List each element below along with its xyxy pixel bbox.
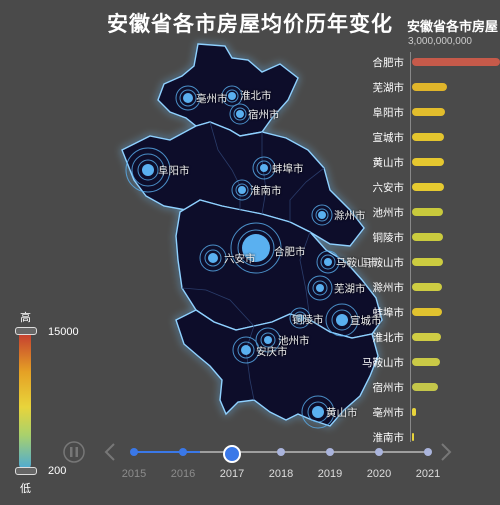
ranking-bar[interactable] xyxy=(412,408,416,416)
ranking-bar[interactable] xyxy=(412,133,444,141)
map-label-bozhou: 亳州市 xyxy=(196,93,228,105)
ranking-bar[interactable] xyxy=(412,108,446,116)
ranking-row[interactable]: 蚌埠市 xyxy=(300,305,500,319)
ranking-row[interactable]: 六安市 xyxy=(300,180,500,194)
timeline-year-label[interactable]: 2020 xyxy=(366,468,392,480)
ranking-row[interactable]: 池州市 xyxy=(300,205,500,219)
timeline-year-label[interactable]: 2021 xyxy=(415,468,441,480)
ranking-bar[interactable] xyxy=(412,208,443,216)
ranking-label: 六安市 xyxy=(372,182,405,194)
prev-arrow-icon[interactable] xyxy=(104,443,115,461)
ranking-label: 淮北市 xyxy=(372,332,405,344)
timeline-dot[interactable] xyxy=(424,448,432,456)
visual-map-gradient-bar[interactable] xyxy=(19,330,31,470)
ranking-bar[interactable] xyxy=(412,333,442,341)
ranking-label: 阜阳市 xyxy=(372,107,405,119)
ranking-bar[interactable] xyxy=(412,433,414,441)
map-label-maanshan: 马鞍山市 xyxy=(336,257,378,269)
visual-map-bottom-handle[interactable] xyxy=(15,467,37,475)
ranking-row[interactable]: 马鞍山市 xyxy=(300,355,500,369)
map-label-wuhu: 芜湖市 xyxy=(334,283,366,295)
ranking-bar[interactable] xyxy=(412,233,443,241)
ranking-row[interactable]: 亳州市 xyxy=(300,405,500,419)
timeline-dot[interactable] xyxy=(130,448,138,456)
timeline-dot[interactable] xyxy=(277,448,285,456)
map-label-bengbu: 蚌埠市 xyxy=(272,163,304,175)
map-label-luan: 六安市 xyxy=(224,253,256,265)
timeline-dot[interactable] xyxy=(375,448,383,456)
ranking-bar[interactable] xyxy=(412,383,439,391)
ranking-label: 宿州市 xyxy=(372,382,405,394)
ranking-label: 芜湖市 xyxy=(372,82,405,94)
ranking-row[interactable]: 宣城市 xyxy=(300,130,500,144)
ranking-label: 铜陵市 xyxy=(372,232,405,244)
timeline-year-label[interactable]: 2019 xyxy=(317,468,343,480)
map-label-tongling: 铜陵市 xyxy=(292,314,324,326)
ranking-label: 马鞍山市 xyxy=(362,357,404,369)
ranking-bar[interactable] xyxy=(412,308,442,316)
ranking-bar[interactable] xyxy=(412,258,443,266)
ranking-row[interactable]: 马鞍山市 xyxy=(300,255,500,269)
ranking-row[interactable]: 合肥市 xyxy=(300,55,500,69)
visual-map-high-label: 高 xyxy=(20,312,31,324)
map-label-fuyang: 阜阳市 xyxy=(158,165,190,177)
ranking-axis-line xyxy=(410,52,411,442)
timeline-year-label[interactable]: 2015 xyxy=(121,468,147,480)
ranking-axis-tick: 3,000,000,000 xyxy=(408,36,472,47)
ranking-row[interactable]: 黄山市 xyxy=(300,155,500,169)
visual-map-max-value: 15000 xyxy=(48,326,79,338)
timeline-year-label[interactable]: 2017 xyxy=(219,468,245,480)
ranking-bar[interactable] xyxy=(412,83,448,91)
ranking-label: 池州市 xyxy=(372,207,405,219)
ranking-label: 合肥市 xyxy=(372,57,405,69)
ranking-row[interactable]: 滁州市 xyxy=(300,280,500,294)
ranking-row[interactable]: 淮北市 xyxy=(300,330,500,344)
map-label-huainan: 淮南市 xyxy=(250,185,282,197)
map-label-suzhou: 宿州市 xyxy=(248,109,280,121)
ranking-label: 淮南市 xyxy=(372,432,405,444)
ranking-bar[interactable] xyxy=(412,183,444,191)
ranking-bar[interactable] xyxy=(412,283,442,291)
visual-map-min-value: 200 xyxy=(48,465,67,477)
ranking-title: 安徽省各市房屋 xyxy=(406,19,498,34)
chart-title: 安徽省各市房屋均价历年变化 xyxy=(107,13,393,36)
map-label-chizhou: 池州市 xyxy=(278,335,310,347)
map-label-xuancheng: 宣城市 xyxy=(350,315,382,327)
ranking-label: 滁州市 xyxy=(372,282,405,294)
timeline-dot[interactable] xyxy=(179,448,187,456)
ranking-bar[interactable] xyxy=(412,158,444,166)
timeline-year-label[interactable]: 2016 xyxy=(170,468,196,480)
ranking-label: 亳州市 xyxy=(372,407,405,419)
ranking-label: 黄山市 xyxy=(372,157,405,169)
timeline-dot[interactable] xyxy=(223,445,241,463)
ranking-row[interactable]: 阜阳市 xyxy=(300,105,500,119)
ranking-row[interactable]: 宿州市 xyxy=(300,380,500,394)
map-label-huaibei: 淮北市 xyxy=(240,90,272,102)
city-markers xyxy=(125,85,359,429)
ranking-bar[interactable] xyxy=(412,58,500,66)
play-button[interactable] xyxy=(63,441,85,463)
ranking-label: 宣城市 xyxy=(372,132,405,144)
ranking-row[interactable]: 芜湖市 xyxy=(300,80,500,94)
timeline[interactable]: 2015 2016 2017 2018 2019 2020 2021 xyxy=(0,436,500,486)
region-south[interactable] xyxy=(175,309,379,427)
map-label-hefei: 合肥市 xyxy=(274,246,306,258)
timeline-year-label[interactable]: 2018 xyxy=(268,468,294,480)
ranking-row[interactable]: 铜陵市 xyxy=(300,230,500,244)
next-arrow-icon[interactable] xyxy=(441,443,452,461)
ranking-label: 马鞍山市 xyxy=(362,257,404,269)
ranking-bar[interactable] xyxy=(412,358,441,366)
ranking-row[interactable]: 淮南市 xyxy=(300,430,500,444)
visual-map-low-label: 低 xyxy=(20,483,31,495)
map-label-anqing: 安庆市 xyxy=(256,346,288,358)
ranking-label: 蚌埠市 xyxy=(372,307,405,319)
map-label-huangshan: 黄山市 xyxy=(326,407,358,419)
timeline-dot[interactable] xyxy=(326,448,334,456)
map-label-chuzhou: 滁州市 xyxy=(334,210,366,222)
visual-map-top-handle[interactable] xyxy=(15,327,37,335)
